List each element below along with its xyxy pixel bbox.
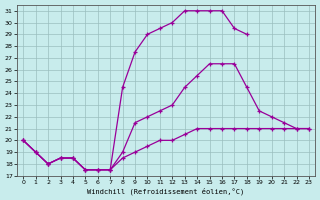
X-axis label: Windchill (Refroidissement éolien,°C): Windchill (Refroidissement éolien,°C) [87, 188, 245, 195]
